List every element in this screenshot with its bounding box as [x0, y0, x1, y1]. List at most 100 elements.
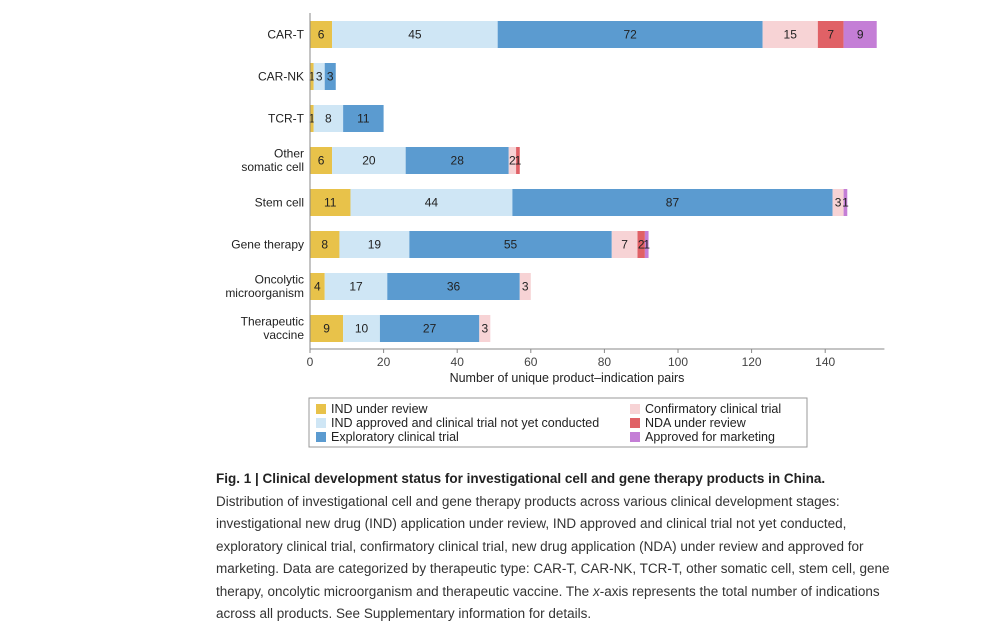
bar-car-nk-exploratory-clinical-trial: [324, 63, 336, 90]
caption-title: Fig. 1 | Clinical development status for…: [216, 471, 826, 486]
bar-car-t-ind-under-review: [310, 21, 333, 48]
x-axis: 0 20 40 60 80 100 120 140: [307, 13, 885, 369]
bar-oncolytic-microorganism-ind-approved-and-clinical-trial-not-yet-conducted: [324, 273, 388, 300]
bar-value-therapeutic-vaccine-exploratory-clinical-trial: 27: [423, 322, 437, 336]
bar-other-somatic-cell-ind-approved-and-clinical-trial-not-yet-conducted: [332, 147, 406, 174]
bar-value-car-t-approved-for-marketing: 9: [857, 28, 864, 42]
bar-oncolytic-microorganism-exploratory-clinical-trial: [387, 273, 520, 300]
bar-other-somatic-cell-confirmatory-clinical-trial: [508, 147, 517, 174]
bar-therapeutic-vaccine-exploratory-clinical-trial: [379, 315, 480, 342]
legend-label-nda-under-review: NDA under review: [645, 416, 747, 430]
bar-value-therapeutic-vaccine-ind-under-review: 9: [323, 322, 330, 336]
bar-car-t-exploratory-clinical-trial: [497, 21, 763, 48]
bar-gene-therapy-ind-under-review: [310, 231, 340, 258]
bar-oncolytic-microorganism-confirmatory-clinical-trial: [519, 273, 531, 300]
bar-stem-cell-ind-approved-and-clinical-trial-not-yet-conducted: [350, 189, 513, 216]
bar-gene-therapy-confirmatory-clinical-trial: [611, 231, 638, 258]
legend: IND under review Confirmatory clinical tr…: [308, 397, 808, 448]
legend-swatch-ind-under-review: [316, 404, 326, 414]
bar-value-oncolytic-microorganism-exploratory-clinical-trial: 36: [447, 280, 461, 294]
caption-body-part1: Distribution of investigational cell and…: [216, 493, 890, 599]
bar-value-other-somatic-cell-ind-approved-and-clinical-trial-not-yet-conducted: 20: [362, 154, 376, 168]
bar-value-car-nk-exploratory-clinical-trial: 3: [327, 70, 334, 84]
bar-value-stem-cell-approved-for-marketing: 1: [842, 196, 849, 210]
bar-value-stem-cell-confirmatory-clinical-trial: 3: [835, 196, 842, 210]
bar-tcr-t-ind-under-review: [310, 105, 314, 132]
category-label-gene-therapy: Gene therapy: [231, 238, 304, 252]
legend-swatch-exploratory-clinical-trial: [316, 432, 326, 442]
caption-body-part2: -axis represents the total number of ind…: [216, 583, 880, 622]
figure-caption: Fig. 1 | Clinical development status for…: [216, 468, 896, 626]
bar-stem-cell-exploratory-clinical-trial: [512, 189, 833, 216]
bar-value-car-nk-ind-under-review: 1: [308, 70, 315, 84]
bar-value-oncolytic-microorganism-ind-approved-and-clinical-trial-not-yet-conducted: 17: [349, 280, 363, 294]
x-tick-label-100: 100: [668, 355, 688, 369]
bar-value-oncolytic-microorganism-confirmatory-clinical-trial: 3: [522, 280, 529, 294]
bar-value-oncolytic-microorganism-ind-under-review: 4: [314, 280, 321, 294]
category-label-oncolytic-microorganism: Oncolytic microorganism: [225, 273, 304, 301]
category-label-other-somatic-cell: Other somatic cell: [241, 147, 304, 175]
bar-value-tcr-t-ind-under-review: 1: [308, 112, 315, 126]
legend-swatch-approved-for-marketing: [630, 432, 640, 442]
bar-stem-cell-approved-for-marketing: [843, 189, 848, 216]
bar-therapeutic-vaccine-confirmatory-clinical-trial: [479, 315, 491, 342]
bar-car-nk-ind-approved-and-clinical-trial-not-yet-conducted: [313, 63, 325, 90]
x-tick-label-20: 20: [377, 355, 391, 369]
legend-swatch-confirmatory-clinical-trial: [630, 404, 640, 414]
category-label-stem-cell: Stem cell: [255, 196, 304, 210]
bar-other-somatic-cell-nda-under-review: [516, 147, 520, 174]
x-axis-title: Number of unique product–indication pair…: [450, 371, 685, 385]
bar-value-other-somatic-cell-nda-under-review: 1: [515, 154, 522, 168]
bar-stem-cell-ind-under-review: [310, 189, 351, 216]
x-tick-label-80: 80: [598, 355, 612, 369]
bar-car-t-ind-approved-and-clinical-trial-not-yet-conducted: [332, 21, 498, 48]
bar-tcr-t-exploratory-clinical-trial: [343, 105, 384, 132]
bar-value-gene-therapy-approved-for-marketing: 1: [643, 238, 650, 252]
bar-value-stem-cell-ind-under-review: 11: [324, 196, 337, 210]
x-tick-label-140: 140: [815, 355, 835, 369]
legend-box: [308, 397, 808, 448]
bar-value-therapeutic-vaccine-ind-approved-and-clinical-trial-not-yet-conducted: 10: [355, 322, 369, 336]
bar-oncolytic-microorganism-ind-under-review: [310, 273, 325, 300]
bar-value-other-somatic-cell-exploratory-clinical-trial: 28: [451, 154, 465, 168]
legend-swatch-nda-under-review: [630, 418, 640, 428]
legend-label-ind-under-review: IND under review: [331, 402, 429, 416]
bar-tcr-t-ind-approved-and-clinical-trial-not-yet-conducted: [313, 105, 344, 132]
bar-stem-cell-confirmatory-clinical-trial: [832, 189, 844, 216]
bar-value-gene-therapy-ind-under-review: 8: [321, 238, 328, 252]
caption-body-italic: x: [592, 583, 600, 599]
bar-value-car-t-ind-approved-and-clinical-trial-not-yet-conducted: 45: [408, 28, 422, 42]
category-label-car-t: CAR-T: [267, 28, 304, 42]
bar-gene-therapy-exploratory-clinical-trial: [409, 231, 612, 258]
bar-therapeutic-vaccine-ind-under-review: [310, 315, 344, 342]
bar-gene-therapy-nda-under-review: [637, 231, 645, 258]
bar-value-car-t-ind-under-review: 6: [318, 28, 325, 42]
legend-label-confirmatory-clinical-trial: Confirmatory clinical trial: [645, 402, 781, 416]
bar-other-somatic-cell-ind-under-review: [310, 147, 333, 174]
bar-therapeutic-vaccine-ind-approved-and-clinical-trial-not-yet-conducted: [343, 315, 380, 342]
category-labels: CAR-T CAR-NK TCR-T Other somatic cell Stem ce…: [225, 28, 304, 343]
x-tick-label-60: 60: [524, 355, 538, 369]
legend-label-approved-for-marketing: Approved for marketing: [645, 430, 775, 444]
bar-value-gene-therapy-nda-under-review: 2: [638, 238, 645, 252]
bar-value-other-somatic-cell-confirmatory-clinical-trial: 2: [509, 154, 516, 168]
bar-value-car-t-nda-under-review: 7: [827, 28, 834, 42]
bar-value-car-t-confirmatory-clinical-trial: 15: [784, 28, 798, 42]
bar-value-tcr-t-ind-approved-and-clinical-trial-not-yet-conducted: 8: [325, 112, 332, 126]
legend-label-exploratory-clinical-trial: Exploratory clinical trial: [331, 430, 459, 444]
bar-value-car-nk-ind-approved-and-clinical-trial-not-yet-conducted: 3: [316, 70, 323, 84]
x-tick-label-120: 120: [742, 355, 762, 369]
legend-label-ind-approved-and-clinical-trial-not-yet-conducted: IND approved and clinical trial not yet …: [331, 416, 599, 430]
bar-value-therapeutic-vaccine-confirmatory-clinical-trial: 3: [481, 322, 488, 336]
bar-car-t-nda-under-review: [817, 21, 844, 48]
bar-car-nk-ind-under-review: [310, 63, 314, 90]
bar-value-other-somatic-cell-ind-under-review: 6: [318, 154, 325, 168]
category-label-therapeutic-vaccine: Therapeutic vaccine: [241, 315, 305, 343]
bar-value-gene-therapy-exploratory-clinical-trial: 55: [504, 238, 518, 252]
legend-swatch-ind-approved-and-clinical-trial-not-yet-conducted: [316, 418, 326, 428]
bar-car-t-approved-for-marketing: [843, 21, 877, 48]
x-tick-label-0: 0: [307, 355, 314, 369]
bar-value-car-t-exploratory-clinical-trial: 72: [623, 28, 637, 42]
category-label-car-nk: CAR-NK: [258, 70, 304, 84]
